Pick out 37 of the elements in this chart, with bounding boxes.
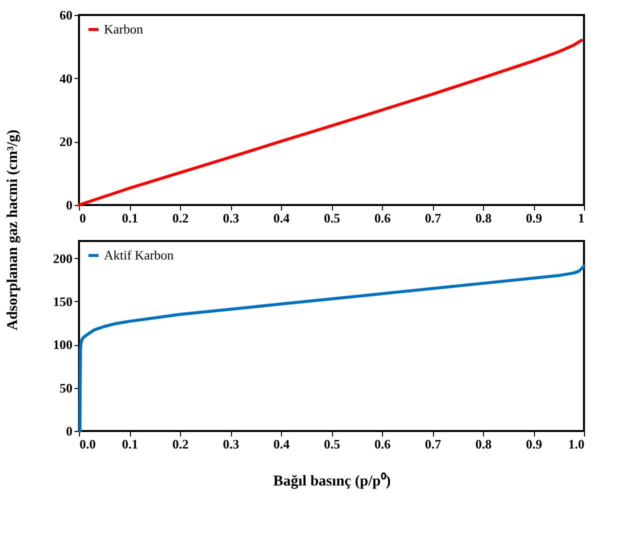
x-tick-label: 0.6 [374,210,392,226]
line-series [78,264,586,432]
x-tick-label: 0.2 [172,210,189,226]
x-tick-label: 0.6 [374,436,392,452]
y-tick-label: 60 [60,8,72,22]
x-tick-label: 0.9 [526,436,543,452]
x-tick-label: 0.8 [475,210,492,226]
x-tick-label: 0 [80,210,86,226]
x-tick-label: 0.8 [475,436,492,452]
line-series [78,38,583,206]
legend-label: Aktif Karbon [104,248,174,262]
y-tick-label: 100 [53,337,72,352]
y-tick-label: 200 [53,250,72,266]
y-tick-label: 0 [66,198,72,212]
x-tick-label: 0.1 [122,210,138,226]
y-tick-label: 150 [53,294,72,309]
x-tick-label: 0.4 [273,436,290,452]
x-tick-label: 0.0 [80,436,96,452]
y-tick-label: 40 [60,70,72,86]
x-tick-label: 0.4 [273,210,290,226]
y-tick-label: 0 [66,424,72,438]
x-tick-label: 1 [578,210,584,226]
x-tick-label: 0.3 [222,436,240,452]
y-tick-label: 50 [60,380,72,396]
x-tick-label: 0.7 [424,210,442,226]
legend-label: Karbon [104,22,144,36]
y-axis-title: Adsorplanan gaz hacmi (cm³/g) [5,130,21,330]
x-tick-label: 0.7 [424,436,442,452]
x-tick-label: 0.9 [526,210,543,226]
x-axis-title: Bağıl basınç (p/p⁰) [273,472,391,490]
x-tick-label: 0.5 [324,210,341,226]
x-tick-label: 0.1 [122,436,138,452]
x-tick-label: 1.0 [568,436,584,452]
x-tick-label: 0.2 [172,436,189,452]
y-tick-label: 20 [60,134,72,150]
x-tick-label: 0.5 [324,436,341,452]
x-tick-label: 0.3 [222,210,240,226]
